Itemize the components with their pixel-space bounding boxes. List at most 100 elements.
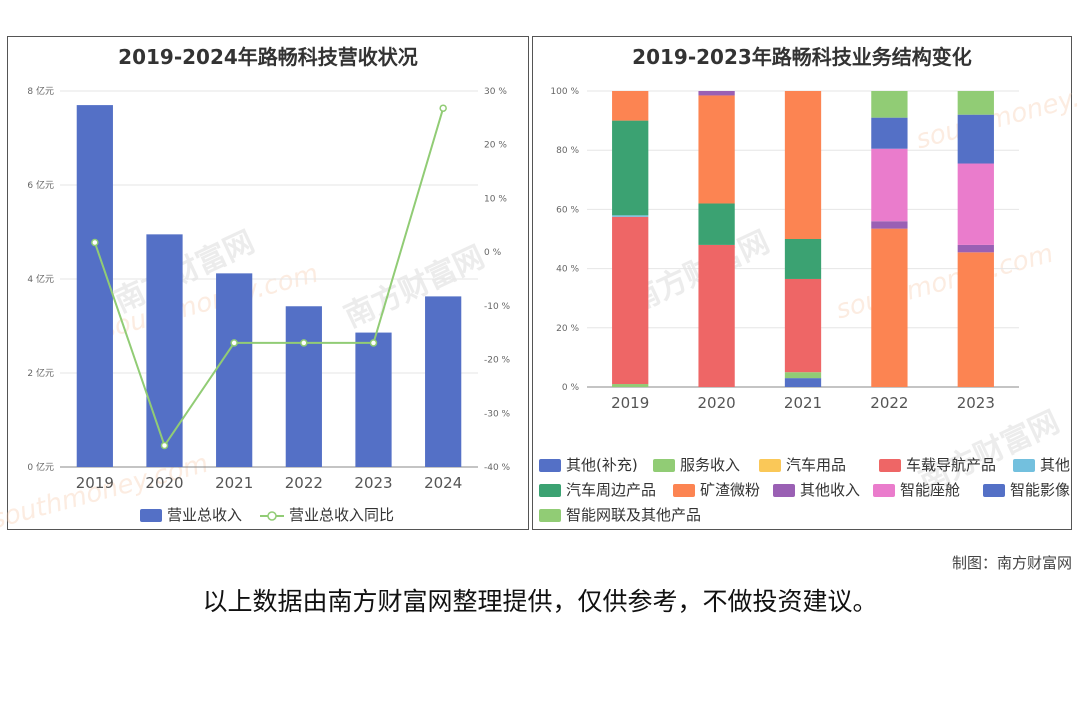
structure-chart-panel: 南方财富网 southmoney.com 南方财富网 southmoney.co…: [532, 36, 1080, 530]
legend-swatch: [673, 484, 695, 497]
yoy-point: [439, 104, 447, 112]
legend-label: 营业总收入同比: [289, 506, 394, 524]
legend-label: 矿渣微粉: [700, 481, 760, 499]
stacked-segment: [612, 216, 649, 385]
legend-label: 其他(补充): [566, 456, 638, 474]
revenue-bar: [146, 234, 183, 467]
y-left-tick-label: 0 亿元: [27, 461, 54, 473]
stacked-segment: [612, 120, 649, 216]
stacked-segment: [871, 91, 908, 118]
legend-label: 智能影像: [1010, 481, 1070, 499]
legend-label: 汽车周边产品: [566, 481, 656, 499]
legend-swatch: [759, 459, 781, 472]
x-tick-label: 2024: [424, 474, 462, 492]
stacked-segment: [957, 91, 994, 115]
stacked-segment: [698, 95, 735, 204]
yoy-point: [300, 339, 308, 347]
legend-swatch: [983, 484, 1005, 497]
yoy-point: [369, 339, 378, 347]
stacked-segment: [698, 203, 735, 245]
stacked-segment: [871, 117, 908, 149]
y-right-tick-label: -10 %: [484, 302, 511, 312]
stacked-segment: [784, 372, 822, 379]
legend-swatch: [773, 484, 795, 497]
stacked-segment: [698, 91, 735, 96]
x-tick-label: 2020: [698, 394, 736, 412]
x-tick-label: 2021: [215, 474, 253, 492]
legend-swatch: [879, 459, 901, 472]
legend-label: 服务收入: [680, 456, 740, 474]
y-left-tick-label: 8 亿元: [27, 85, 54, 97]
stacked-segment: [784, 91, 822, 239]
y-right-tick-label: 0 %: [484, 248, 502, 258]
y-tick-label: 80 %: [556, 146, 579, 156]
stacked-segment: [784, 278, 822, 373]
x-tick-label: 2023: [957, 394, 995, 412]
y-tick-label: 100 %: [550, 87, 579, 97]
x-tick-label: 2023: [354, 474, 392, 492]
stacked-segment: [698, 244, 735, 387]
legend-swatch: [1013, 459, 1035, 472]
y-right-tick-label: 20 %: [484, 141, 507, 151]
x-tick-label: 2020: [145, 474, 183, 492]
y-right-tick-label: 30 %: [484, 87, 507, 97]
stacked-segment: [784, 378, 822, 387]
y-tick-label: 40 %: [556, 265, 579, 275]
stacked-segment: [871, 221, 908, 229]
revenue-chart-panel: 南方财富网 southmoney.com 南方财富网 southmoney.co…: [0, 36, 529, 535]
stacked-segment: [784, 239, 822, 279]
y-tick-label: 60 %: [556, 205, 579, 215]
x-tick-label: 2021: [784, 394, 822, 412]
yoy-point: [230, 339, 238, 347]
y-right-tick-label: -40 %: [484, 463, 511, 473]
revenue-bar: [216, 273, 253, 467]
stacked-segment: [612, 384, 649, 387]
legend-label: 汽车用品: [786, 456, 846, 474]
chart-title: 2019-2023年路畅科技业务结构变化: [632, 45, 972, 69]
stacked-segment: [612, 91, 649, 121]
x-tick-label: 2019: [611, 394, 649, 412]
y-right-tick-label: 10 %: [484, 194, 507, 204]
legend-label: 智能网联及其他产品: [566, 506, 701, 524]
stacked-segment: [871, 228, 908, 387]
chart-title: 2019-2024年路畅科技营收状况: [118, 45, 418, 69]
revenue-bar: [355, 332, 392, 467]
x-tick-label: 2019: [76, 474, 114, 492]
legend-label: 营业总收入: [167, 506, 242, 524]
legend-label: 智能座舱: [900, 481, 960, 499]
y-left-tick-label: 4 亿元: [27, 273, 54, 285]
legend-swatch: [539, 484, 561, 497]
revenue-bar: [425, 296, 462, 467]
revenue-chart: 0 亿元 2 亿元 4 亿元 6 亿元 8 亿元 -40 % -30 % -20 % -10 %…: [27, 85, 511, 524]
yoy-line: [93, 107, 445, 448]
y-tick-label: 0 %: [562, 383, 580, 393]
legend-swatch: [539, 459, 561, 472]
y-left-tick-label: 2 亿元: [27, 367, 54, 379]
y-tick-label: 20 %: [556, 324, 579, 334]
legend-swatch: [653, 459, 675, 472]
legend-label: 其他: [1040, 456, 1070, 474]
structure-chart: 0 % 20 % 40 % 60 % 80 % 100 % 2019 2020 2021 2022…: [539, 87, 1070, 524]
stacked-segment: [871, 148, 908, 222]
yoy-point: [160, 441, 169, 450]
y-right-tick-label: -20 %: [484, 356, 511, 366]
revenue-bar: [76, 105, 113, 467]
legend-swatch: [140, 509, 162, 522]
y-right-tick-label: -30 %: [484, 409, 511, 419]
legend-label: 其他收入: [800, 481, 860, 499]
chart-credit: 制图：南方财富网: [951, 554, 1072, 572]
y-left-tick-label: 6 亿元: [27, 179, 54, 191]
stacked-segment: [957, 114, 994, 164]
legend-swatch: [267, 511, 277, 521]
stacked-segment: [957, 163, 994, 245]
revenue-bar: [285, 306, 322, 467]
yoy-point: [91, 238, 99, 247]
disclaimer-text: 以上数据由南方财富网整理提供，仅供参考，不做投资建议。: [202, 587, 878, 616]
x-tick-label: 2022: [285, 474, 323, 492]
stacked-segment: [612, 215, 649, 217]
legend-swatch: [539, 509, 561, 522]
legend-label: 车载导航产品: [906, 456, 996, 474]
stacked-segment: [957, 252, 994, 387]
stacked-segment: [957, 244, 994, 253]
x-tick-label: 2022: [870, 394, 908, 412]
